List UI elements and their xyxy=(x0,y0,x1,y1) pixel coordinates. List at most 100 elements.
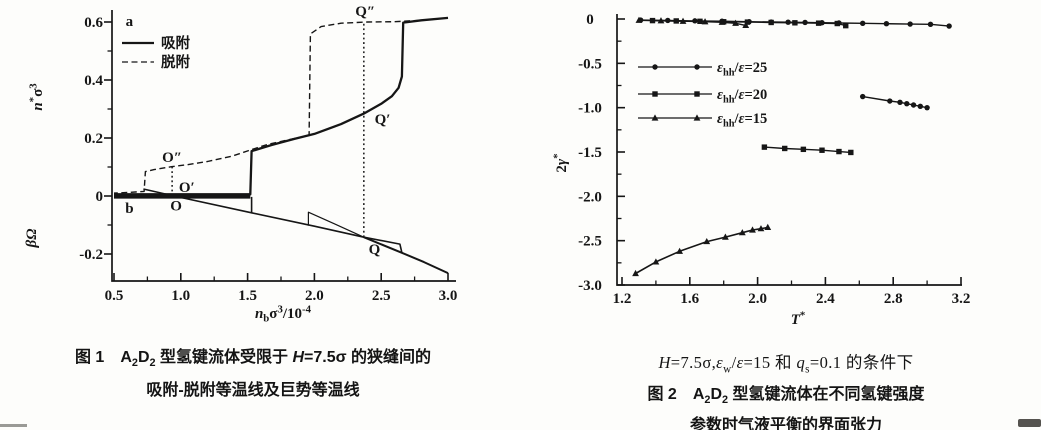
fig1-x-tick-label: 2.5 xyxy=(372,288,391,304)
fig1-axis-label: n*σ3 xyxy=(27,83,46,111)
triangle-marker xyxy=(718,18,726,25)
fig1-annotation-Q″: Q″ xyxy=(355,4,375,20)
fig2-legend-label: εhh/ε=15 xyxy=(717,111,767,129)
fig2-axis-label: T* xyxy=(791,309,806,328)
circle-marker xyxy=(910,102,917,108)
fig2-x-tick-label: 2.0 xyxy=(748,291,767,307)
circle-marker xyxy=(859,20,866,27)
fig1-x-tick-label: 1.0 xyxy=(171,288,190,304)
fig1-annotation-a: a xyxy=(126,14,134,30)
circle-marker xyxy=(927,21,934,28)
square-marker xyxy=(652,91,658,97)
fig1-y-tick-label: 0.6 xyxy=(84,15,103,31)
figure1-caption-line2: 吸附-脱附等温线及巨势等温线 xyxy=(146,382,360,400)
scan-artifact-bottom-left xyxy=(0,424,27,427)
circle-marker xyxy=(694,64,700,70)
fig2-x-tick-label: 2.4 xyxy=(816,291,835,307)
fig2-legend-label: εhh/ε=25 xyxy=(717,60,767,78)
triangle-marker xyxy=(693,114,701,121)
fig2-x-tick-label: 1.6 xyxy=(680,291,699,307)
square-marker xyxy=(744,19,751,25)
figure1-caption: 图 1 A2D2 型氢键流体受限于 H=7.5σ 的狭缝间的 吸附-脱附等温线及… xyxy=(28,344,478,405)
triangle-marker xyxy=(632,269,639,277)
triangle-marker xyxy=(738,229,746,236)
square-marker xyxy=(834,20,840,27)
fig1-annotation-O″: O″ xyxy=(162,150,182,166)
fig1-annotation-Q′: Q′ xyxy=(375,112,391,128)
fig2-x-tick-label: 2.8 xyxy=(884,291,903,307)
square-marker xyxy=(792,20,798,26)
fig1-y-tick-label: -0.2 xyxy=(79,247,103,263)
triangle-marker xyxy=(652,258,660,265)
square-marker xyxy=(819,147,825,153)
square-marker xyxy=(782,145,788,152)
circle-marker xyxy=(887,98,893,104)
fig1-legend-label: 吸附 xyxy=(161,34,190,52)
triangle-marker xyxy=(764,223,772,230)
fig1-annotation-O: O xyxy=(170,199,182,215)
triangle-marker xyxy=(676,247,684,254)
fig1-x-tick-label: 2.0 xyxy=(305,288,324,304)
series-grand-potential-desorption xyxy=(307,211,365,238)
square-marker xyxy=(843,22,849,29)
fig2-axis-label: 2γ* xyxy=(551,153,570,172)
triangle-marker xyxy=(701,18,709,25)
circle-marker xyxy=(883,20,890,27)
fig2-x-tick-label: 3.2 xyxy=(952,291,971,307)
fig2-legend: εhh/ε=25 εhh/ε=20 εhh/ε=15 xyxy=(638,60,767,129)
fig2-axes: 1.2 1.6 2.0 2.4 2.8 3.2 0 -0.5 -1.0 -1.5 -2.0 -2.5 -… xyxy=(578,12,970,307)
figure1-caption-line1: 图 1 A2D2 型氢键流体受限于 H=7.5σ 的狭缝间的 xyxy=(74,349,432,370)
fig1-annotation-Q: Q xyxy=(369,242,381,258)
fig1-y-tick-label: 0.4 xyxy=(84,73,103,89)
triangle-marker xyxy=(757,225,765,232)
figure2-condition-line: H=7.5σ,εw/ε=15 和 qs=0.1 的条件下 xyxy=(658,353,914,376)
fig1-y-tick-label: 0 xyxy=(96,189,104,205)
circle-marker xyxy=(907,21,913,27)
figure2-caption-line2: 参数时气液平衡的界面张力 xyxy=(689,417,882,430)
series-eps25-liquid-branch xyxy=(862,95,928,109)
fig1-annotation-O′: O′ xyxy=(179,180,195,196)
fig2-y-tick-label: -0.5 xyxy=(578,56,602,72)
square-marker xyxy=(768,19,774,26)
circle-marker xyxy=(924,104,930,111)
triangle-marker xyxy=(651,114,659,121)
circle-marker xyxy=(917,103,924,110)
triangle-marker xyxy=(657,17,665,24)
fig2-chart: 1.2 1.6 2.0 2.4 2.8 3.2 0 -0.5 -1.0 -1.5 -2.0 -2.5 -… xyxy=(551,12,970,328)
circle-marker xyxy=(652,64,658,70)
fig2-y-tick-label: -1.0 xyxy=(578,101,602,117)
triangle-marker xyxy=(703,237,711,245)
scan-artifact-bottom-right xyxy=(1018,419,1041,427)
fig2-y-tick-label: 0 xyxy=(586,12,594,28)
circle-marker xyxy=(897,99,903,106)
fig1-x-tick-label: 1.5 xyxy=(238,288,257,304)
fig2-y-tick-label: -2.0 xyxy=(578,189,602,205)
fig1-axis-label: βΩ xyxy=(24,229,40,249)
square-marker xyxy=(815,20,822,26)
series-eps15-liquid-branch xyxy=(635,226,768,275)
fig1-x-tick-label: 3.0 xyxy=(439,288,458,304)
fig1-legend-label: 脱附 xyxy=(161,53,190,71)
triangle-marker xyxy=(732,19,739,26)
square-marker xyxy=(694,91,700,97)
fig2-y-tick-label: -1.5 xyxy=(578,145,602,161)
square-marker xyxy=(836,148,842,155)
square-marker xyxy=(761,144,768,150)
circle-marker xyxy=(904,100,910,107)
series-adsorption-isotherm xyxy=(114,16,449,196)
square-marker xyxy=(848,149,854,156)
triangle-marker xyxy=(721,233,729,240)
fig1-chart: 0.5 1.0 1.5 2.0 2.5 3.0 0.6 0.4 0.2 0 -0.2 a b O″ O′ O Q… xyxy=(24,4,457,324)
triangle-marker xyxy=(742,21,750,28)
triangle-marker xyxy=(749,226,756,233)
fig2-legend-label: εhh/ε=20 xyxy=(717,87,767,105)
square-marker xyxy=(800,146,807,153)
fig1-axis-label: nbσ3/10-4 xyxy=(255,303,312,324)
fig1-x-tick-label: 0.5 xyxy=(105,288,124,304)
series-grand-potential-liquid xyxy=(363,236,449,275)
figure2-caption: H=7.5σ,εw/ε=15 和 qs=0.1 的条件下 图 2 A2D2 型氢… xyxy=(562,350,1010,430)
fig1-y-tick-label: 0.2 xyxy=(84,131,103,147)
series-grand-potential-adsorption xyxy=(143,188,403,253)
